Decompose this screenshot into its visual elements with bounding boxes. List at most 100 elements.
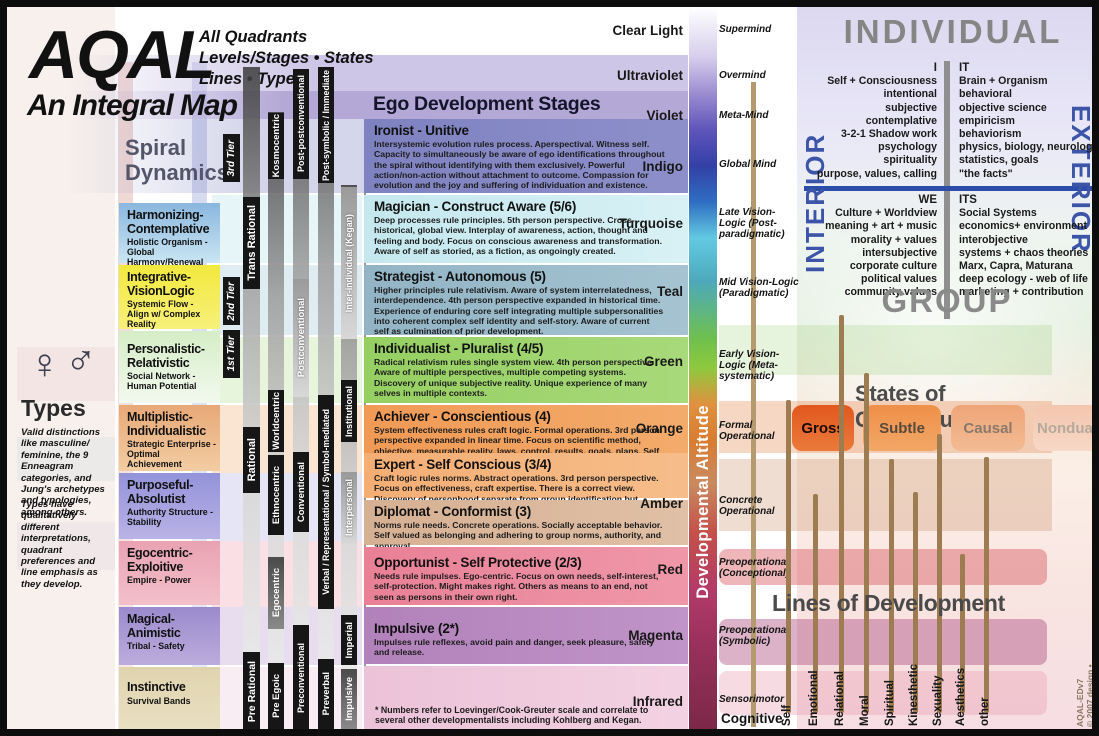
spiral-item-title: Instinctive [127, 680, 186, 694]
developmental-altitude-label: Developmental Altitude [693, 405, 712, 599]
line-label-sexuality: Sexuality [932, 675, 944, 727]
dev-line-self [786, 400, 791, 713]
altitude-label-clear-light: Clear Light [612, 23, 683, 38]
ego-footnote: * Numbers refer to Loevinger/Cook-Greute… [375, 705, 649, 726]
spiral-item: Magical-Animistic Tribal - Safety [119, 607, 220, 665]
bar-postconventional: Postconventional [293, 279, 309, 397]
altitude-label-ultraviolet: Ultraviolet [616, 68, 683, 83]
ego-stage-desc: Intersystemic evolution rules process. A… [374, 139, 665, 191]
bg-plaid-row [17, 437, 115, 481]
ego-heading: Ego Development Stages [373, 93, 601, 115]
altitude-label-red: Red [657, 562, 683, 577]
altitude-label-turquoise: Turquoise [618, 216, 683, 231]
altitude-label-teal: Teal [656, 284, 683, 299]
cog-supermind: Supermind [719, 24, 772, 35]
spiral-item: Personalistic-Relativistic Social Networ… [119, 331, 220, 403]
ego-stage-title: Achiever - Conscientious (4) [374, 409, 551, 424]
spiral-item-sub: Tribal - Safety [127, 641, 185, 651]
line-label-kinesthetic: Kinesthetic [908, 664, 920, 726]
ego-stage: Impulsive (2*) Impulses rule reflexes, a… [364, 607, 688, 664]
ego-stage: Strategist - Autonomous (5) Higher princ… [364, 265, 688, 336]
ego-stage-title: Strategist - Autonomous (5) [374, 269, 546, 284]
cog-late-vision-logic: Late Vision-Logic (Post-paradigmatic) [719, 207, 785, 240]
tint-turquoise [212, 195, 362, 263]
spiral-item-sub: Survival Bands [127, 695, 191, 706]
ego-stage: Individualist - Pluralist (4/5) Radical … [364, 337, 688, 403]
types-para-1: Valid distinctions like masculine/ femin… [21, 427, 105, 518]
ego-stage: Ironist - Unitive Intersystemic evolutio… [364, 119, 688, 193]
altitude-label-indigo: Indigo [642, 159, 684, 174]
ego-stage-title: Opportunist - Self Protective (2/3) [374, 555, 582, 570]
state-gross: Gross [792, 405, 854, 451]
bar-rational-track [243, 67, 260, 729]
female-icon: ♀ [29, 340, 61, 387]
ego-stage-desc: Norms rule needs. Concrete operations. S… [374, 520, 663, 551]
quadrant-it: IT Brain + Organism behavioral objective… [959, 62, 1099, 181]
ego-stage: Expert - Self Conscious (3/4) Craft logi… [364, 453, 688, 514]
ego-stage-title: Impulsive (2*) [374, 621, 459, 636]
bg-plaid-row [17, 347, 115, 401]
cog-mid-vision-logic: Mid Vision-Logic (Paradigmatic) [719, 277, 799, 299]
bar-pre-egoic: Pre Egoic [268, 663, 284, 729]
dev-line-emotional [813, 494, 818, 713]
bar-post-symbolic: Post-symbolic / Immediate [318, 67, 334, 183]
dev-line-moral [864, 373, 869, 713]
altitude-label-orange: Orange [635, 421, 683, 436]
bar-conventional-track [293, 69, 309, 729]
quadrant-it-label: IT [959, 62, 970, 74]
cog-preoperational-symbolic: Preoperational (Symbolic) [719, 625, 790, 647]
ego-stage-desc: Deep processes rule principles. 5th pers… [374, 215, 663, 256]
line-label-emotional: Emotional [808, 670, 820, 726]
bar-worldcentric: Worldcentric [268, 390, 284, 452]
ego-stage: Diplomat - Conformist (3) Norms rule nee… [364, 500, 688, 551]
row-subtle [719, 459, 1052, 531]
line-label-other: other [979, 697, 991, 726]
cog-concrete-operational: Concrete Operational [719, 495, 775, 517]
dev-line-aesthetics [960, 554, 965, 713]
spiral-item-sub: Systemic Flow - Align w/ Complex Reality [127, 299, 201, 329]
ego-infrared-zone [364, 666, 688, 729]
spiral-item-title: Multiplistic-Individualistic [127, 410, 206, 438]
line-label-aesthetics: Aesthetics [955, 667, 967, 726]
band-violet [67, 91, 688, 119]
bar-preconventional: Preconventional [293, 625, 309, 729]
spiral-item: Egocentric-Exploitive Empire - Power [119, 541, 220, 605]
dev-line-kinesthetic [913, 492, 918, 713]
spiral-item: Purposeful-Absolutist Authority Structur… [119, 473, 220, 539]
cog-overmind: Overmind [719, 70, 766, 81]
bg-plaid-row [17, 522, 115, 570]
bar-preverbal: Preverbal [318, 659, 334, 729]
ego-stage-title: Expert - Self Conscious (3/4) [374, 457, 552, 472]
quadrant-horizontal-line [804, 186, 1092, 191]
bar-post-postconventional: Post-postconventional [293, 69, 309, 179]
lines-heading: Lines of Development [772, 590, 1005, 616]
bar-pre-rational: Pre Rational [243, 652, 260, 729]
spiral-item: Integrative-VisionLogic Systemic Flow - … [119, 265, 220, 329]
bar-kosmocentric: Kosmocentric [268, 113, 284, 179]
quadrant-we-lines: Culture + Worldview meaning + art + musi… [825, 207, 937, 299]
ego-stage-desc: Needs rule impulses. Ego-centric. Focus … [374, 571, 659, 602]
spiral-item-title: Integrative-VisionLogic [127, 270, 195, 298]
altitude-label-violet: Violet [646, 108, 683, 123]
spiral-item-title: Magical-Animistic [127, 612, 181, 640]
quadrant-it-lines: Brain + Organism behavioral objective sc… [959, 75, 1099, 180]
cognitive-axis-label: Cognitive [721, 711, 783, 726]
tint-red [212, 541, 362, 607]
bg-left-plaid [7, 7, 115, 729]
spiral-dynamics-heading: Spiral Dynamics [125, 135, 229, 185]
page-title: AQAL [29, 17, 216, 93]
spiral-item-title: Personalistic-Relativistic [127, 342, 205, 370]
bar-rational: Rational [243, 427, 260, 493]
bar-ethnocentric: Ethnocentric [268, 455, 284, 535]
spiral-item: Multiplistic-Individualistic Strategic E… [119, 405, 220, 471]
group-heading: GROUP [881, 282, 1013, 319]
spiral-item-title: Purposeful-Absolutist [127, 478, 194, 506]
bar-inter-individual: Inter-individual (Kegan) [341, 187, 357, 339]
altitude-label-green: Green [643, 354, 683, 369]
tint-infrared [212, 667, 362, 729]
dev-line-sexuality [937, 434, 942, 713]
bar-imperial: Imperial [341, 615, 357, 665]
tier-1st: 1st Tier [223, 330, 240, 378]
bar-institutional: Institutional [341, 380, 357, 442]
